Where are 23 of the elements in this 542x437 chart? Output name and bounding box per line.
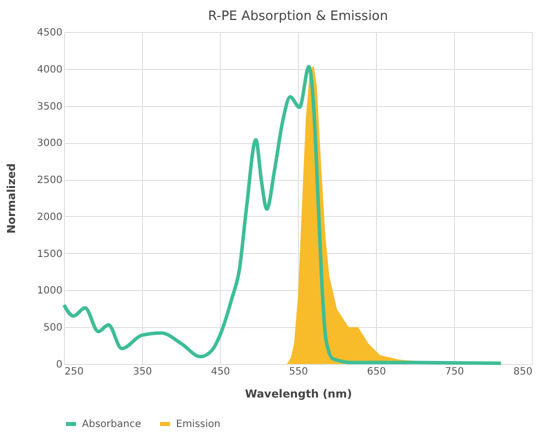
x-axis-title: Wavelength (nm) (245, 388, 352, 400)
y-tick-label: 2500 (37, 175, 62, 186)
y-axis-title: Normalized (5, 163, 18, 234)
legend-label: Emission (176, 419, 220, 430)
y-tick-label: 500 (43, 322, 62, 334)
x-tick-label: 550 (288, 366, 308, 378)
y-tick-label: 2000 (37, 212, 62, 223)
x-tick-label: 250 (64, 366, 84, 378)
y-tick-label: 4000 (37, 64, 62, 76)
x-tick-label: 650 (366, 366, 386, 378)
y-tick-label: 1000 (37, 286, 62, 297)
line-series (62, 64, 503, 366)
x-tick-label: 350 (132, 366, 152, 378)
legend-label: Absorbance (82, 419, 142, 430)
chart-title: R-PE Absorption & Emission (208, 9, 388, 24)
y-tick-label: 3500 (37, 101, 62, 112)
y-tick-label: 1500 (37, 248, 62, 260)
y-tick-label: 4500 (37, 28, 62, 38)
y-tick-label: 3000 (37, 138, 62, 150)
y-tick-label: 0 (56, 360, 62, 370)
x-tick-label: 450 (210, 366, 230, 378)
x-tick-label: 750 (444, 366, 464, 378)
x-tick-label: 850 (513, 366, 532, 378)
